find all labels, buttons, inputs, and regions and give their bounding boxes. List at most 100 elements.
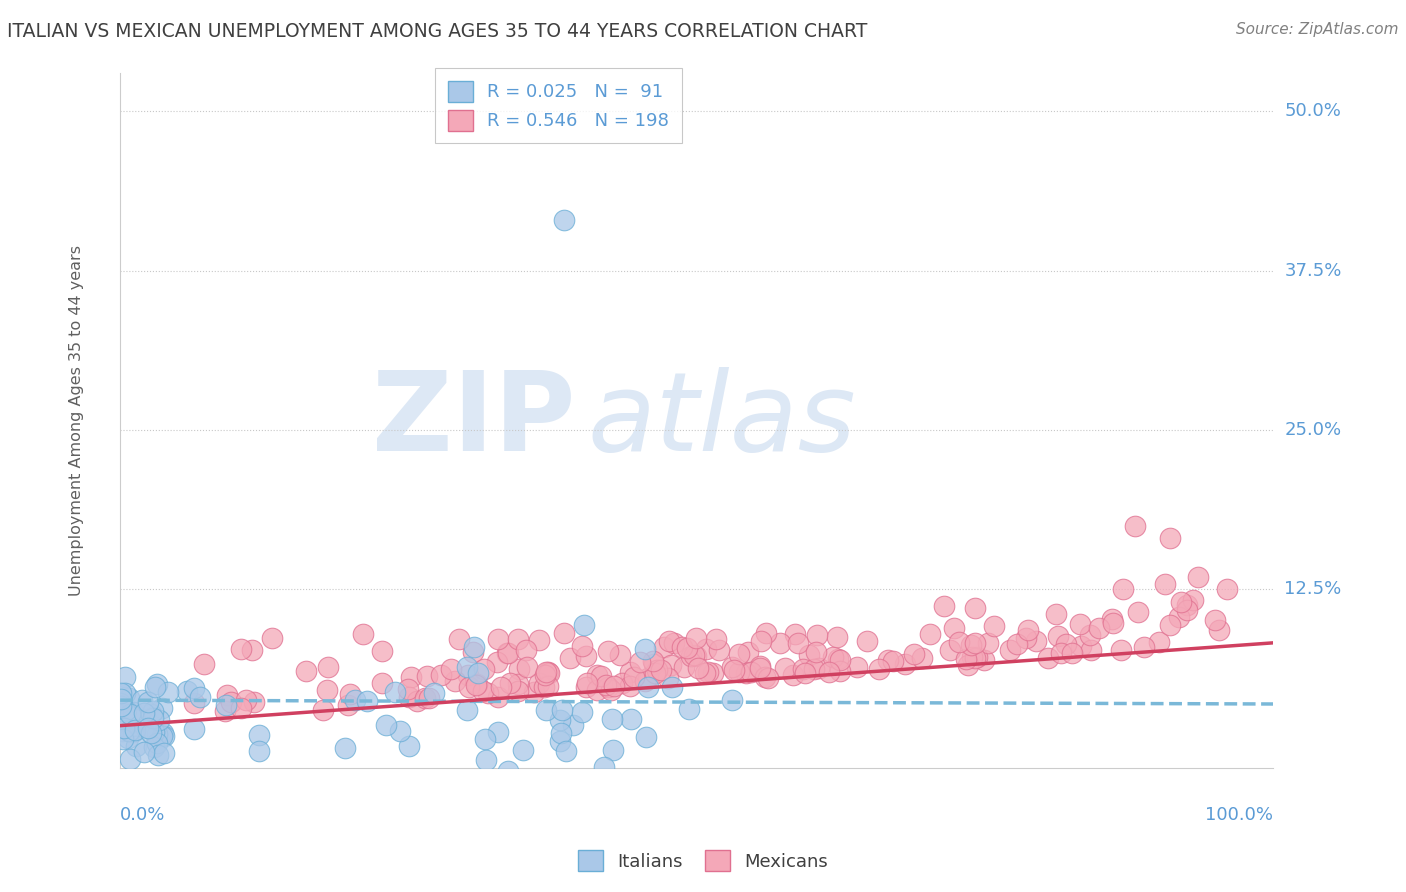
Point bbox=[748, 660, 770, 674]
Point bbox=[356, 693, 378, 707]
Point bbox=[110, 686, 132, 700]
Point bbox=[1182, 593, 1205, 607]
Point bbox=[903, 647, 925, 661]
Point bbox=[384, 684, 406, 698]
Point bbox=[537, 665, 560, 679]
Point bbox=[676, 641, 699, 656]
Point bbox=[110, 696, 132, 710]
Point bbox=[145, 680, 167, 694]
Point bbox=[294, 664, 316, 678]
Point bbox=[685, 631, 707, 645]
Point bbox=[876, 653, 898, 667]
Point bbox=[122, 705, 145, 719]
Point bbox=[247, 744, 270, 758]
Point bbox=[1050, 646, 1073, 660]
Point bbox=[336, 698, 359, 712]
Point bbox=[516, 660, 538, 674]
Point bbox=[523, 685, 546, 699]
Point bbox=[868, 662, 890, 676]
Point bbox=[595, 678, 617, 692]
Point bbox=[136, 695, 159, 709]
Point bbox=[553, 212, 575, 227]
Point bbox=[562, 718, 585, 732]
Point bbox=[491, 680, 513, 694]
Point bbox=[398, 681, 420, 696]
Point bbox=[575, 680, 598, 694]
Point bbox=[456, 703, 478, 717]
Point bbox=[1128, 605, 1150, 619]
Point bbox=[550, 713, 572, 727]
Point bbox=[139, 707, 162, 722]
Point bbox=[353, 627, 375, 641]
Point bbox=[1078, 628, 1101, 642]
Point bbox=[1054, 637, 1077, 651]
Point bbox=[755, 625, 778, 640]
Point bbox=[623, 670, 645, 684]
Point bbox=[702, 665, 724, 680]
Point bbox=[1060, 646, 1083, 660]
Point bbox=[142, 724, 165, 739]
Point bbox=[661, 680, 683, 694]
Point bbox=[806, 628, 828, 642]
Point bbox=[486, 725, 509, 739]
Text: Unemployment Among Ages 35 to 44 years: Unemployment Among Ages 35 to 44 years bbox=[69, 245, 84, 596]
Point bbox=[1187, 569, 1209, 583]
Point bbox=[418, 691, 440, 706]
Point bbox=[153, 746, 176, 760]
Point bbox=[977, 636, 1000, 650]
Point bbox=[1088, 621, 1111, 635]
Point bbox=[464, 678, 486, 692]
Point bbox=[131, 693, 153, 707]
Point bbox=[193, 657, 215, 671]
Point bbox=[150, 701, 173, 715]
Point bbox=[882, 654, 904, 668]
Point bbox=[657, 671, 679, 685]
Point bbox=[146, 727, 169, 741]
Point bbox=[939, 642, 962, 657]
Legend: Italians, Mexicans: Italians, Mexicans bbox=[571, 843, 835, 879]
Text: 37.5%: 37.5% bbox=[1285, 261, 1341, 280]
Point bbox=[456, 660, 478, 674]
Point bbox=[659, 657, 682, 672]
Point bbox=[457, 667, 479, 681]
Text: ZIP: ZIP bbox=[373, 367, 575, 474]
Point bbox=[114, 720, 136, 734]
Point bbox=[388, 724, 411, 739]
Point bbox=[685, 648, 707, 663]
Point bbox=[957, 657, 980, 672]
Point bbox=[585, 667, 607, 681]
Point bbox=[683, 648, 706, 662]
Point bbox=[183, 696, 205, 710]
Point bbox=[942, 621, 965, 635]
Point bbox=[146, 677, 169, 691]
Point bbox=[124, 723, 146, 738]
Point bbox=[734, 665, 756, 680]
Point bbox=[756, 671, 779, 685]
Point bbox=[749, 658, 772, 673]
Point bbox=[499, 675, 522, 690]
Legend: R = 0.025   N =  91, R = 0.546   N = 198: R = 0.025 N = 91, R = 0.546 N = 198 bbox=[434, 69, 682, 144]
Point bbox=[117, 731, 139, 745]
Point bbox=[527, 675, 550, 690]
Point bbox=[115, 702, 138, 716]
Point bbox=[955, 652, 977, 666]
Point bbox=[142, 705, 165, 719]
Point bbox=[558, 651, 581, 665]
Point bbox=[132, 706, 155, 720]
Point bbox=[737, 644, 759, 658]
Point bbox=[139, 726, 162, 740]
Point bbox=[495, 646, 517, 660]
Point bbox=[548, 734, 571, 748]
Point bbox=[247, 729, 270, 743]
Point bbox=[828, 653, 851, 667]
Point bbox=[114, 670, 136, 684]
Point bbox=[118, 723, 141, 738]
Point bbox=[695, 642, 717, 657]
Point bbox=[620, 712, 643, 726]
Point bbox=[486, 690, 509, 704]
Point bbox=[1154, 576, 1177, 591]
Point bbox=[118, 690, 141, 705]
Point bbox=[148, 713, 170, 727]
Point bbox=[1015, 632, 1038, 646]
Point bbox=[215, 688, 238, 702]
